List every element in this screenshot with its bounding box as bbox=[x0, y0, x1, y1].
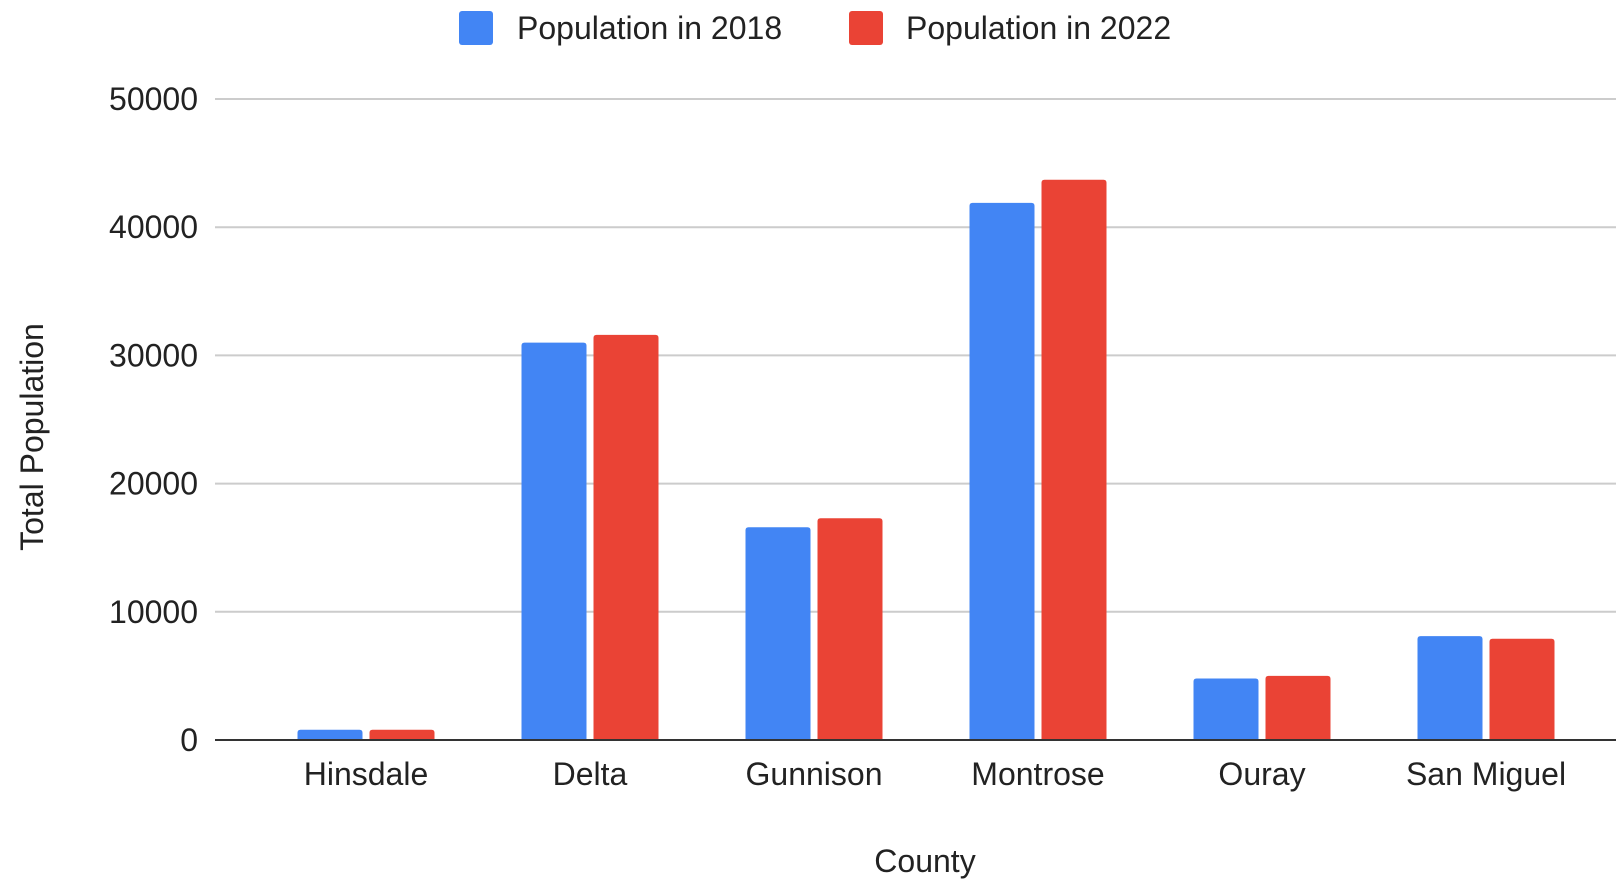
legend-swatch bbox=[459, 11, 493, 45]
bar-series-2 bbox=[817, 518, 883, 740]
y-tick-label: 0 bbox=[180, 722, 198, 758]
x-axis-title: County bbox=[874, 843, 975, 879]
legend-label: Population in 2018 bbox=[517, 10, 782, 46]
gridlines bbox=[215, 98, 1616, 613]
y-tick-label: 50000 bbox=[109, 81, 198, 117]
y-axis-title: Total Population bbox=[14, 323, 50, 551]
x-tick-label: Delta bbox=[553, 756, 628, 792]
x-axis-ticks: Hinsdale Delta Gunnison Montrose Ouray San Mi… bbox=[304, 756, 1566, 792]
legend-label: Population in 2022 bbox=[906, 10, 1171, 46]
y-tick-label: 30000 bbox=[109, 337, 198, 373]
x-tick-label: Gunnison bbox=[746, 756, 883, 792]
y-tick-label: 20000 bbox=[109, 466, 198, 502]
legend: Population in 2018 Population in 2022 bbox=[459, 10, 1171, 46]
x-tick-label: Ouray bbox=[1218, 756, 1305, 792]
x-tick-label: San Miguel bbox=[1406, 756, 1566, 792]
x-tick-label: Montrose bbox=[971, 756, 1104, 792]
bar-series-2 bbox=[593, 334, 659, 740]
bar-series-1 bbox=[1417, 636, 1483, 740]
bar-series-1 bbox=[1193, 678, 1259, 740]
x-tick-label: Hinsdale bbox=[304, 756, 429, 792]
y-tick-label: 10000 bbox=[109, 594, 198, 630]
bar-series-1 bbox=[297, 729, 363, 740]
y-tick-label: 40000 bbox=[109, 209, 198, 245]
bar-series-2 bbox=[1265, 675, 1331, 740]
bar-series-2 bbox=[1041, 179, 1107, 741]
legend-swatch bbox=[849, 11, 883, 45]
bar-series-1 bbox=[969, 202, 1035, 741]
bar-series-1 bbox=[745, 527, 811, 740]
bar-series-2 bbox=[1489, 638, 1555, 740]
bar-series-1 bbox=[521, 342, 587, 740]
bar-series-2 bbox=[369, 729, 435, 740]
bars bbox=[297, 179, 1555, 741]
y-axis-ticks: 0 10000 20000 30000 40000 50000 bbox=[109, 81, 198, 758]
